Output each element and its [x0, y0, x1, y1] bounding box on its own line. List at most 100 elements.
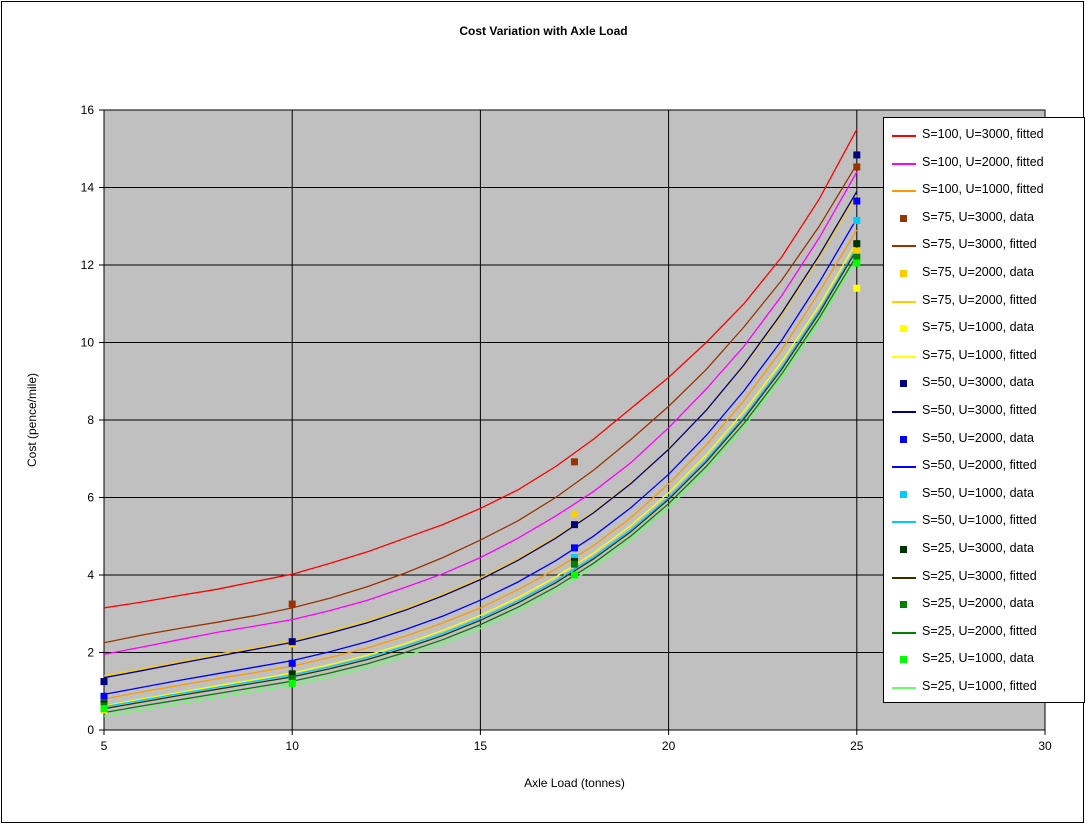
legend-entry: S=25, U=2000, data	[884, 591, 1084, 619]
legend-marker-swatch	[900, 546, 907, 553]
legend-marker-swatch	[900, 380, 907, 388]
legend-label: S=75, U=2000, fitted	[922, 292, 1037, 307]
legend-line-swatch	[892, 300, 916, 303]
legend-line-swatch	[892, 190, 916, 193]
data-point	[571, 521, 578, 529]
legend-line-swatch	[892, 411, 916, 413]
x-tick-label: 10	[286, 739, 300, 753]
legend-label: S=75, U=2000, data	[922, 265, 1034, 279]
legend-label: S=50, U=3000, data	[922, 375, 1034, 390]
legend-label: S=100, U=2000, fitted	[922, 154, 1044, 169]
legend-entry: S=75, U=1000, fitted	[884, 343, 1084, 371]
data-point	[853, 216, 861, 224]
chart-title: Cost Variation with Axle Load	[459, 24, 628, 38]
series-lines	[103, 129, 858, 718]
legend-label: S=25, U=3000, fitted	[922, 568, 1037, 583]
legend-marker-swatch	[900, 214, 907, 222]
data-point	[853, 253, 861, 261]
legend-entry: S=50, U=1000, fitted	[884, 508, 1084, 536]
legend-label: S=25, U=2000, fitted	[922, 623, 1037, 638]
series-line	[103, 254, 858, 714]
data-point	[853, 197, 861, 205]
legend-line-swatch	[892, 631, 916, 634]
legend-label: S=75, U=3000, data	[922, 209, 1034, 224]
data-point	[100, 692, 108, 700]
series-line	[103, 241, 858, 707]
data-point	[571, 560, 578, 568]
series-markers	[100, 151, 861, 714]
legend-entry: S=25, U=3000, data	[884, 536, 1084, 564]
data-point	[288, 670, 296, 678]
legend-label: S=50, U=2000, fitted	[922, 458, 1037, 473]
data-point	[853, 247, 861, 255]
legend-line-swatch	[892, 576, 916, 579]
legend-label: S=75, U=1000, data	[922, 320, 1034, 335]
data-point	[571, 510, 578, 518]
data-point	[853, 163, 861, 171]
data-point	[288, 680, 296, 687]
legend-label: S=100, U=3000, fitted	[922, 127, 1044, 141]
data-point	[571, 571, 578, 579]
x-tick-label: 30	[1038, 739, 1052, 753]
legend-entry: S=25, U=2000, fitted	[884, 619, 1084, 647]
data-point	[853, 240, 861, 248]
x-tick-label: 15	[474, 739, 488, 753]
legend-entry: S=75, U=3000, data	[884, 205, 1084, 233]
data-point	[571, 544, 578, 552]
legend-marker-swatch	[900, 490, 907, 498]
legend-line-swatch	[892, 521, 916, 524]
legend-line-swatch	[892, 135, 916, 137]
legend-entry: S=25, U=1000, data	[884, 646, 1084, 674]
y-tick-label: 6	[87, 491, 94, 505]
legend-entry: S=75, U=3000, fitted	[884, 232, 1084, 260]
legend-label: S=50, U=1000, fitted	[922, 513, 1037, 528]
legend-entry: S=50, U=2000, data	[884, 426, 1084, 454]
legend-entry: S=50, U=1000, data	[884, 481, 1084, 509]
legend-line-swatch	[892, 466, 916, 469]
legend-label: S=75, U=3000, fitted	[922, 237, 1037, 252]
x-tick-label: 25	[850, 739, 864, 753]
data-point	[288, 659, 296, 667]
legend-entry: S=100, U=1000, fitted	[884, 177, 1084, 205]
legend-label: S=50, U=1000, data	[922, 485, 1034, 500]
legend-entry: S=50, U=2000, fitted	[884, 453, 1084, 481]
legend-label: S=75, U=1000, fitted	[922, 347, 1037, 362]
legend: S=100, U=3000, fitted S=100, U=2000, fitt…	[883, 117, 1085, 703]
y-tick-label: 12	[81, 258, 95, 272]
legend-entry: S=50, U=3000, fitted	[884, 398, 1084, 426]
legend-marker-swatch	[900, 270, 907, 277]
axes: 0 2 4 6 8 10 12 14 16 5 10 15 20 25 30	[81, 103, 1052, 753]
legend-line-swatch	[892, 162, 916, 165]
series-line	[103, 163, 858, 644]
data-point	[571, 554, 578, 562]
data-point	[100, 678, 108, 686]
legend-entry: S=25, U=3000, fitted	[884, 564, 1084, 592]
legend-entry: S=100, U=3000, fitted	[884, 122, 1084, 150]
legend-entry: S=50, U=3000, data	[884, 370, 1084, 398]
data-point	[288, 638, 296, 646]
data-point	[853, 284, 861, 292]
data-point	[288, 674, 296, 682]
y-tick-label: 0	[87, 723, 94, 737]
series-line	[103, 247, 858, 708]
x-axis-label: Axle Load (tonnes)	[524, 776, 625, 790]
y-tick-label: 8	[87, 413, 94, 427]
x-tick-label: 5	[101, 739, 108, 753]
legend-entry: S=25, U=1000, fitted	[884, 674, 1084, 702]
y-tick-label: 10	[81, 336, 95, 350]
legend-marker-swatch	[900, 435, 907, 443]
legend-line-swatch	[892, 355, 916, 358]
y-tick-label: 4	[87, 568, 94, 582]
y-axis-label: Cost (pence/mile)	[25, 373, 39, 467]
legend-entry: S=75, U=2000, data	[884, 260, 1084, 288]
legend-label: S=25, U=2000, data	[922, 596, 1034, 611]
legend-label: S=25, U=1000, data	[922, 651, 1034, 666]
series-line	[103, 129, 858, 609]
legend-label: S=100, U=1000, fitted	[922, 182, 1044, 197]
y-tick-label: 14	[81, 181, 95, 195]
x-tick-label: 20	[662, 739, 676, 753]
data-point	[288, 600, 296, 608]
data-point	[571, 458, 578, 466]
data-point	[853, 259, 861, 267]
data-point	[853, 151, 861, 159]
